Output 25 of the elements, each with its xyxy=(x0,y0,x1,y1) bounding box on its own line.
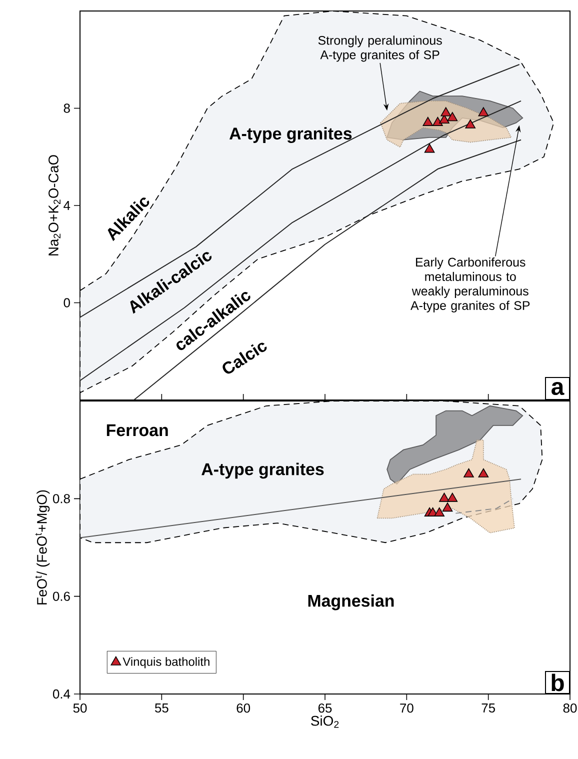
y-tick-label: 4 xyxy=(64,201,70,210)
annotation: Ferroan xyxy=(106,424,168,436)
annotation: Early Carboniferous metaluminous to weakly peraluminous A-type granites of SP xyxy=(410,257,530,312)
legend-label: Vinquis batholith xyxy=(122,657,210,668)
x-tick-label: 50 xyxy=(73,704,87,713)
annotation: Magnesian xyxy=(308,594,394,610)
annotation: A-type granites xyxy=(229,127,352,144)
x-axis-title: SiO$_{2}$ xyxy=(311,716,339,728)
y-axis-title: FeO$^{t}$/ (FeO$^{t}$+MgO) xyxy=(35,490,50,604)
y-tick-label: 0.8 xyxy=(52,494,70,504)
x-tick-label: 70 xyxy=(400,704,414,713)
y-tick-label: 0 xyxy=(64,298,70,308)
x-tick-label: 55 xyxy=(154,704,168,713)
x-tick-label: 60 xyxy=(236,704,250,713)
y-tick-label: 8 xyxy=(64,104,70,113)
text: b xyxy=(552,674,564,692)
y-tick-label: 0.6 xyxy=(52,592,70,601)
x-tick-label: 80 xyxy=(563,704,577,713)
y-axis-title: Na$_{2}$O+K$_{2}$O-CaO xyxy=(48,155,60,256)
text: a xyxy=(552,382,564,396)
x-tick-label: 75 xyxy=(482,704,495,713)
y-tick-label: 0.4 xyxy=(52,689,70,699)
annotation: Strongly peraluminous A-type granites of SP xyxy=(318,36,442,62)
annotation: A-type granites xyxy=(202,462,324,479)
x-tick-label: 65 xyxy=(318,704,332,713)
